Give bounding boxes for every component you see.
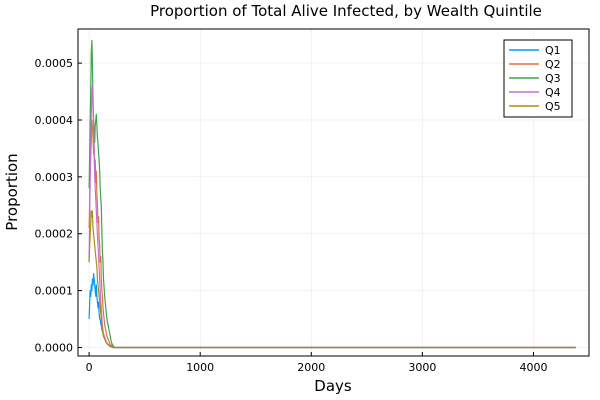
y-tick-label: 0.0003 (35, 171, 74, 184)
legend-label-q2: Q2 (545, 58, 561, 71)
x-tick-label: 4000 (519, 361, 547, 374)
legend-label-q1: Q1 (545, 44, 561, 57)
x-tick-label: 0 (86, 361, 93, 374)
y-tick-label: 0.0000 (35, 341, 74, 354)
series-line-q3 (88, 39, 576, 349)
y-axis-label: Proportion (3, 153, 21, 230)
plot-frame (77, 28, 590, 357)
legend-label-q4: Q4 (545, 86, 561, 99)
chart-title: Proportion of Total Alive Infected, by W… (150, 2, 542, 20)
x-tick-label: 3000 (408, 361, 436, 374)
legend-label-q3: Q3 (545, 72, 561, 85)
series-line-q2 (88, 119, 576, 349)
series-lines (88, 39, 576, 349)
y-tick-label: 0.0001 (35, 285, 74, 298)
y-axis-ticks: 0.0000 0.0001 0.0002 0.0003 0.0004 0.0005 (35, 57, 82, 354)
x-axis-ticks: 0 1000 2000 3000 4000 (86, 352, 547, 374)
y-tick-label: 0.0004 (35, 114, 74, 127)
x-axis-label: Days (314, 377, 352, 395)
legend-label-q5: Q5 (545, 100, 561, 113)
y-tick-label: 0.0005 (35, 57, 74, 70)
series-line-q5 (88, 210, 576, 349)
x-tick-label: 2000 (297, 361, 325, 374)
y-tick-label: 0.0002 (35, 228, 74, 241)
x-tick-label: 1000 (186, 361, 214, 374)
